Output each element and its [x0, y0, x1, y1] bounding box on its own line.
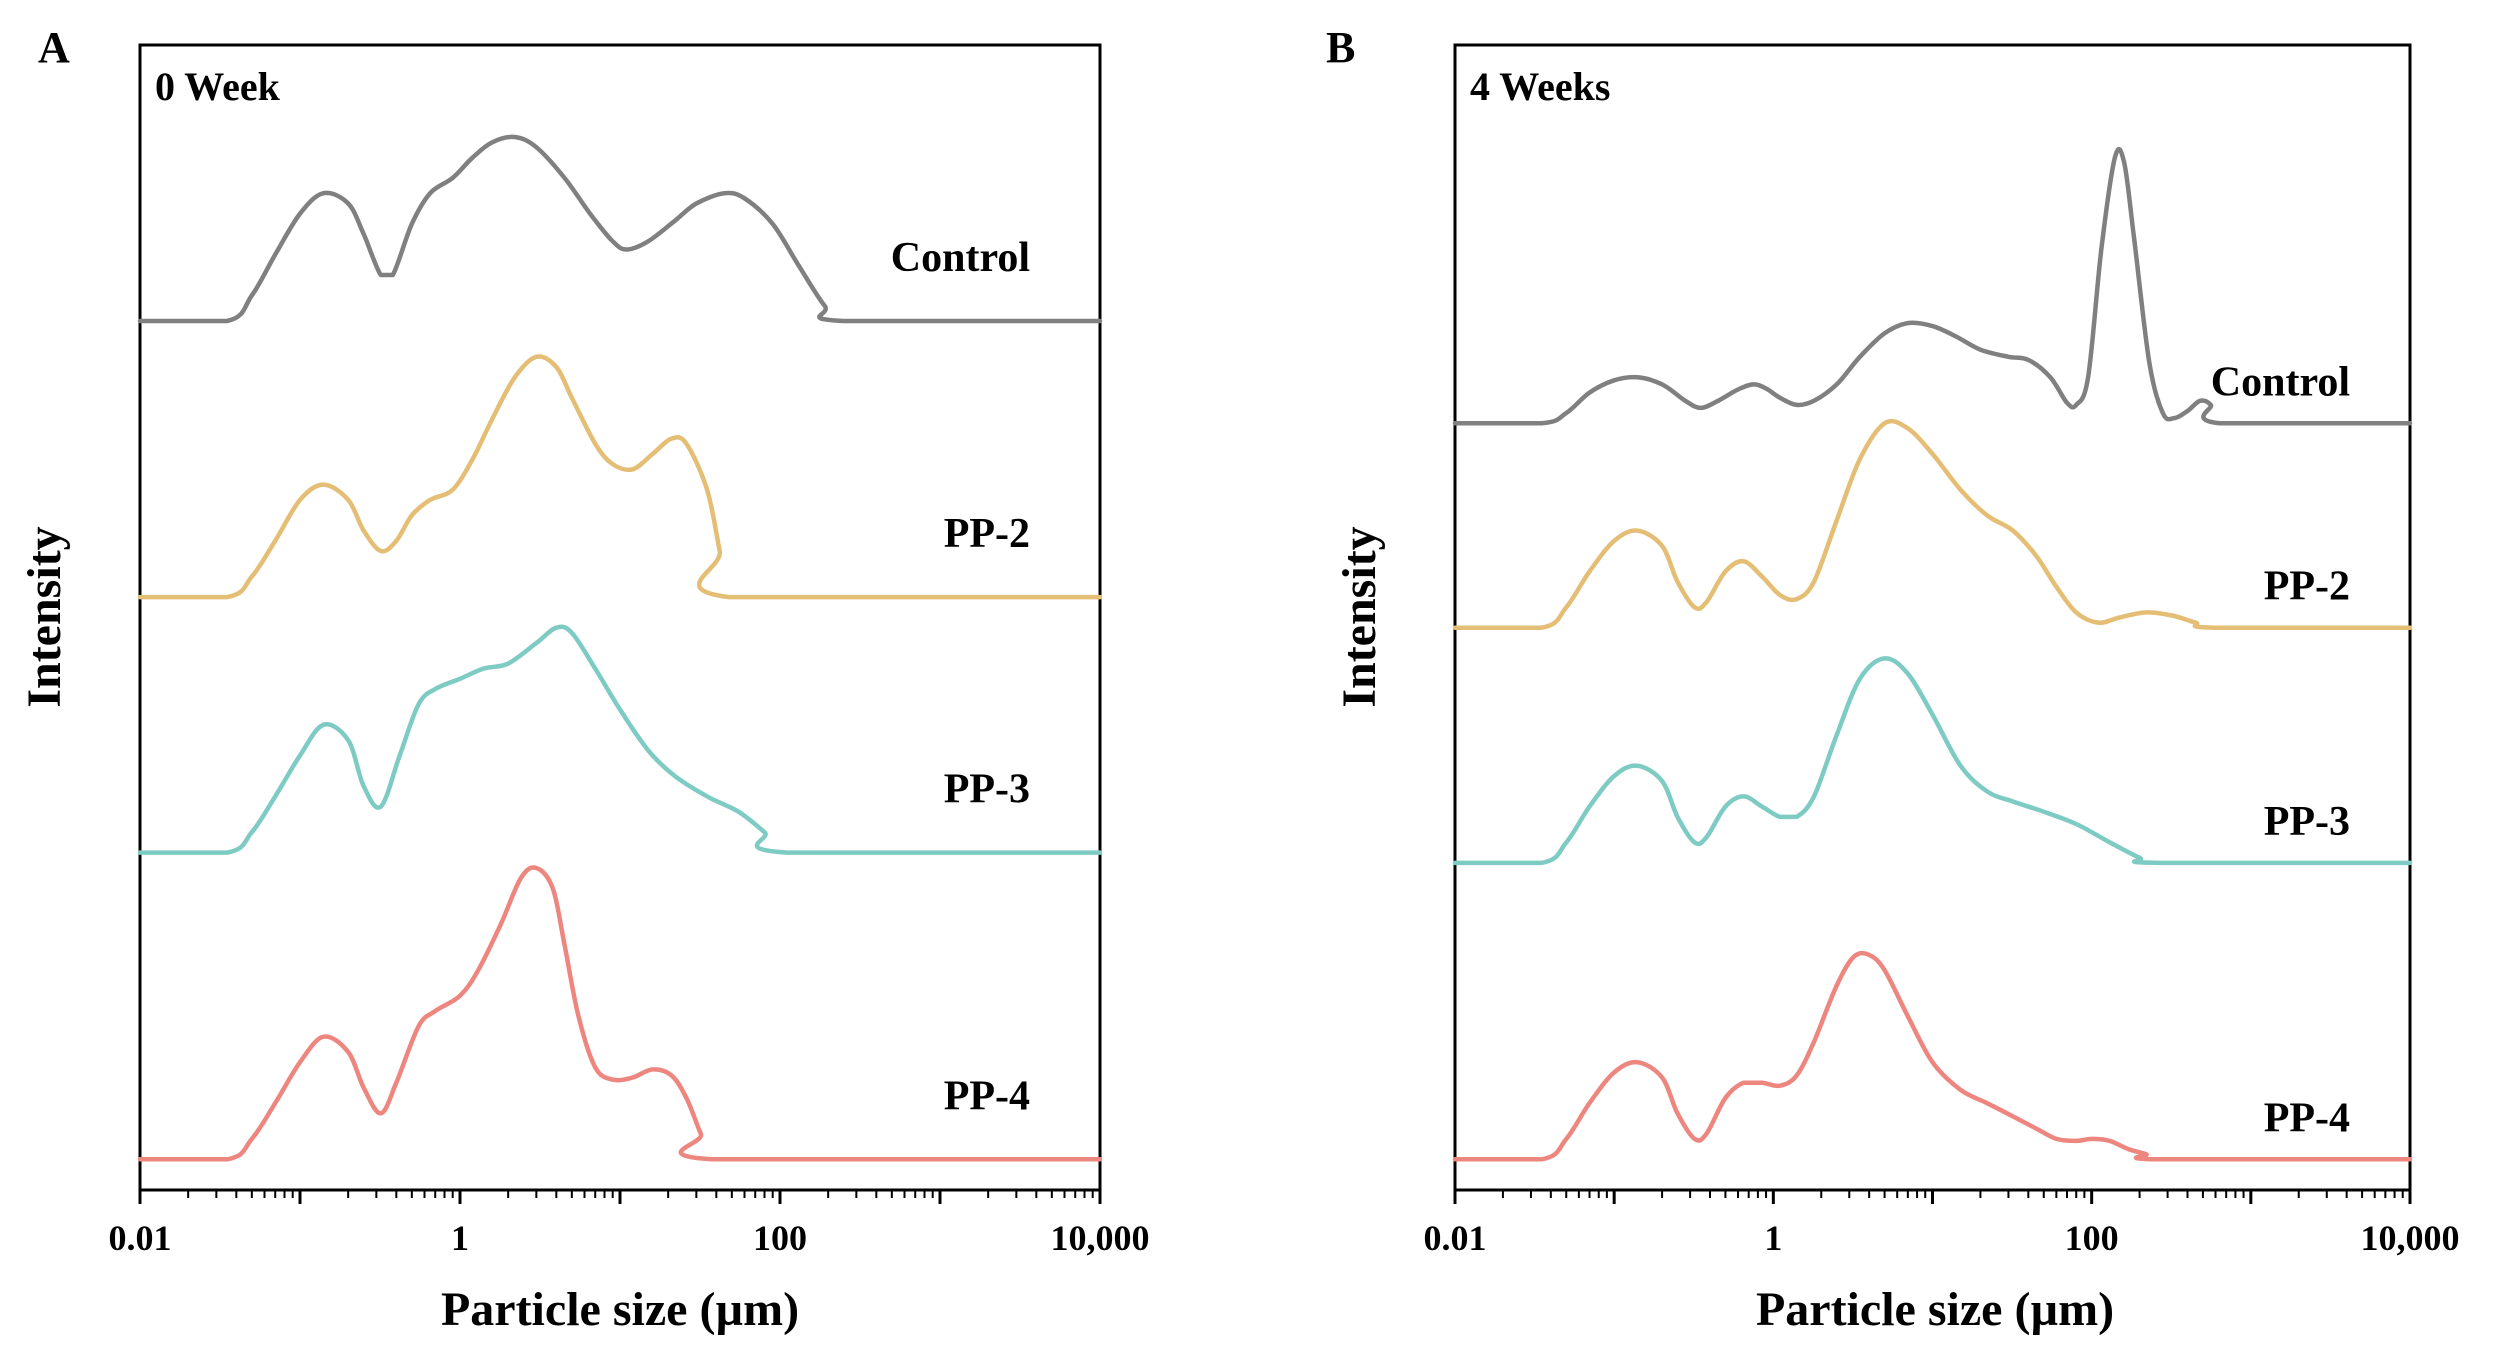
series-label-control: Control [2211, 359, 2350, 405]
panel-b-series: Control PP-2 PP-3 PP-4 [1452, 146, 2413, 1162]
series-line-pp2 [1452, 418, 2413, 630]
panel-b-title: 4 Weeks [1470, 64, 1610, 109]
x-tick-label: 0.01 [109, 1218, 172, 1258]
series-label-pp4: PP-4 [944, 1073, 1030, 1119]
panel-a-title: 0 Week [155, 64, 281, 109]
panel-a-plot-frame [138, 43, 1102, 1192]
x-tick-label: 1 [451, 1218, 469, 1258]
x-tick-label: 10,000 [1051, 1218, 1150, 1258]
series-label-pp3: PP-3 [2264, 799, 2350, 845]
x-tick-label: 1 [1764, 1218, 1782, 1258]
panel-b-x-axis-title: Particle size (µm) [1756, 1283, 2114, 1336]
panel-b-y-axis-title: Intensity [1333, 526, 1386, 707]
panel-b-letter: B [1326, 23, 1355, 72]
panel-a: A 0 Week 0.01 1 100 10,000 Control PP-2 PP-3 P… [18, 23, 1150, 1336]
series-line-pp3 [137, 624, 1103, 855]
panel-a-x-ticks: 0.01 1 100 10,000 [109, 1190, 1150, 1258]
x-tick-label: 10,000 [2361, 1218, 2460, 1258]
series-line-control [137, 134, 1103, 324]
x-tick-label: 100 [753, 1218, 807, 1258]
series-line-pp2 [137, 354, 1103, 600]
panel-b: B 4 Weeks 0.01 1 100 10,000 Control PP-2 PP-3… [1326, 23, 2460, 1336]
panel-a-letter: A [38, 23, 70, 72]
series-line-control [1452, 146, 2413, 426]
x-tick-label: 100 [2065, 1218, 2119, 1258]
series-line-pp4 [137, 865, 1103, 1162]
series-label-pp3: PP-3 [944, 767, 1030, 813]
series-label-pp4: PP-4 [2264, 1095, 2350, 1141]
panel-b-x-ticks: 0.01 1 100 10,000 [1424, 1190, 2460, 1258]
series-line-pp3 [1452, 656, 2413, 866]
series-label-pp2: PP-2 [944, 511, 1030, 557]
panel-b-plot-frame [1453, 43, 2412, 1192]
panel-a-series: Control PP-2 PP-3 PP-4 [137, 134, 1103, 1162]
series-line-pp4 [1452, 950, 2413, 1162]
panel-a-y-axis-title: Intensity [18, 526, 71, 707]
series-label-control: Control [891, 235, 1030, 281]
panel-a-x-axis-title: Particle size (µm) [441, 1283, 799, 1336]
x-tick-label: 0.01 [1424, 1218, 1487, 1258]
series-label-pp2: PP-2 [2264, 564, 2350, 610]
